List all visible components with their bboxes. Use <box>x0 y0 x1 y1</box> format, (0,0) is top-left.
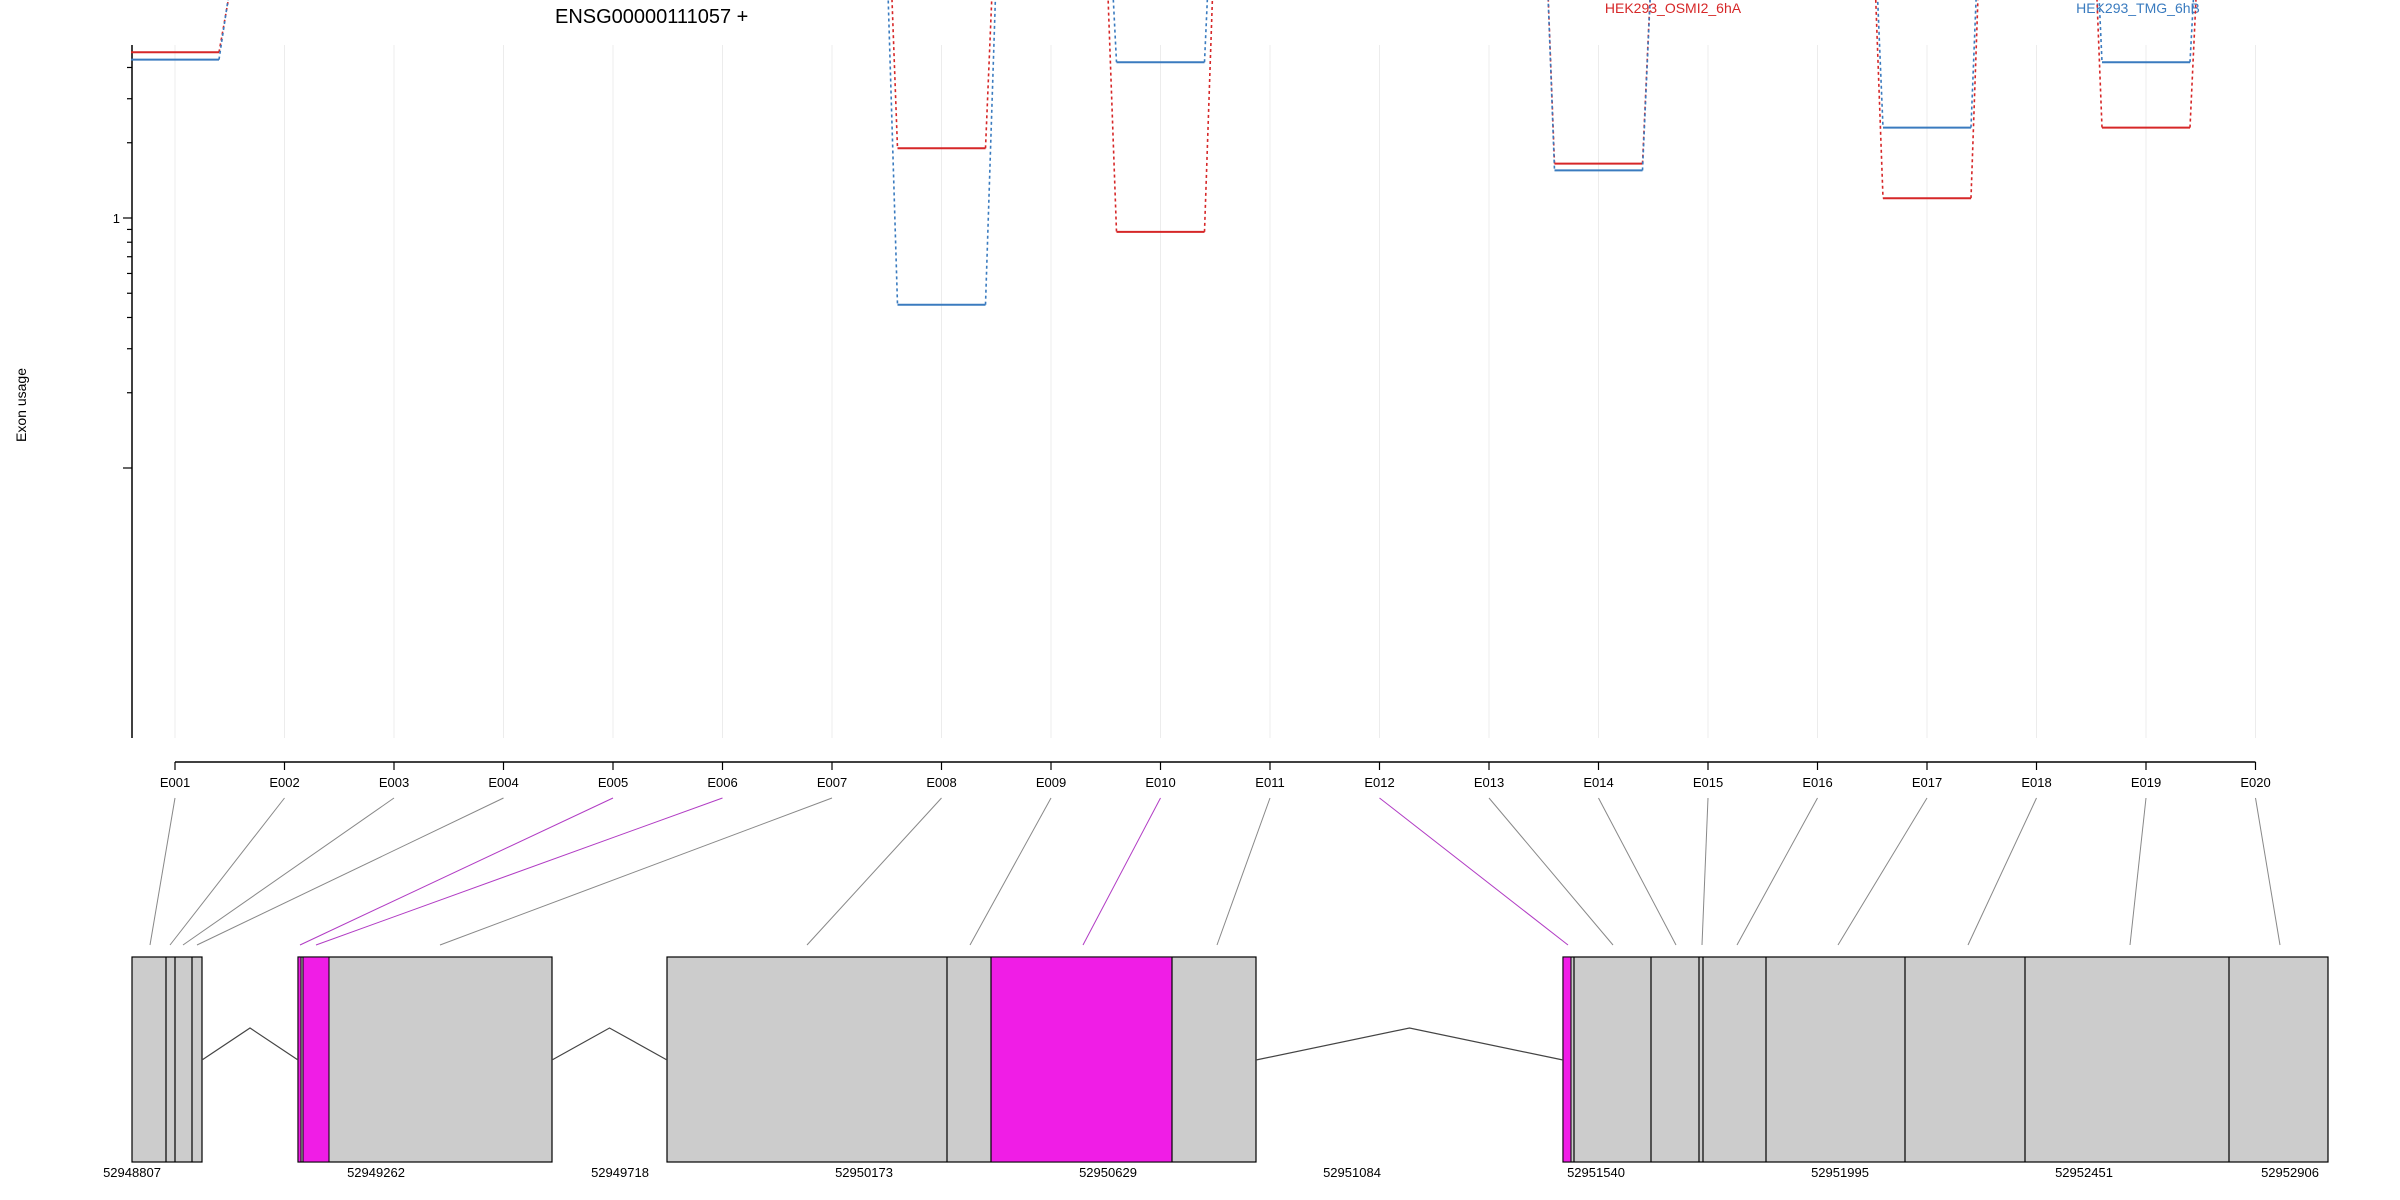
x-tick-label: E018 <box>2021 775 2051 790</box>
data-connector <box>1970 0 1979 199</box>
x-tick-label: E016 <box>1802 775 1832 790</box>
legend-series-osmi2: HEK293_OSMI2_6hA <box>1605 0 1742 16</box>
exon-block <box>1562 956 2329 1163</box>
data-connector <box>984 0 997 305</box>
x-tick-label: E020 <box>2240 775 2270 790</box>
grid-lines <box>174 45 2256 738</box>
exon-connector <box>2129 797 2147 946</box>
intron-line <box>201 1027 299 1061</box>
x-tick-label: E009 <box>1036 775 1066 790</box>
chart-title: ENSG00000111057 + <box>555 6 748 28</box>
exon-connector <box>1488 797 1614 946</box>
y-axis: 110100 <box>113 45 133 738</box>
exon-connector <box>315 797 723 946</box>
exon-block <box>131 956 203 1163</box>
y-axis-label: Exon usage <box>13 368 29 442</box>
coordinate-label: 52949262 <box>347 1165 405 1180</box>
exon-block <box>297 956 553 1163</box>
data-connector <box>887 0 899 305</box>
y-tick-label: 1 <box>113 211 120 226</box>
exon-connector <box>1216 797 1271 946</box>
coordinate-label: 52952906 <box>2261 1165 2319 1180</box>
coordinate-label: 52952451 <box>2055 1165 2113 1180</box>
gene-model <box>131 956 2329 1163</box>
data-connector <box>1641 0 1651 164</box>
data-connector <box>984 0 993 149</box>
x-tick-label: E011 <box>1255 775 1284 790</box>
legend-series-tmg: HEK293_TMG_6hB <box>2076 0 2200 16</box>
x-tick-label: E017 <box>1912 775 1942 790</box>
exon-connector <box>969 797 1052 946</box>
data-connector <box>1874 0 1884 199</box>
exon-connector <box>149 797 176 946</box>
intron-line <box>1255 1027 1564 1061</box>
genomic-coordinates: 52948807 52949262 52949718 52950173 52950629… <box>103 1165 2319 1180</box>
exon-connector <box>169 797 285 946</box>
x-tick-label: E007 <box>817 775 847 790</box>
exon-connector <box>299 797 614 946</box>
coordinate-label: 52949718 <box>591 1165 649 1180</box>
exon-connector <box>196 797 504 946</box>
data-connector <box>2189 0 2197 128</box>
data-connector <box>1641 0 1651 171</box>
series-lines <box>131 0 2197 306</box>
data-connector <box>1107 0 1118 232</box>
data-connector <box>218 0 229 60</box>
coordinate-label: 52951540 <box>1567 1165 1625 1180</box>
exon-connector <box>2255 797 2281 946</box>
series-1 <box>131 0 2195 306</box>
x-tick-label: E008 <box>926 775 956 790</box>
exon-connector <box>1598 797 1677 946</box>
coordinate-label: 52951995 <box>1811 1165 1869 1180</box>
x-tick-label: E004 <box>488 775 518 790</box>
intron-line <box>551 1027 668 1061</box>
highlighted-exon <box>1562 956 1572 1163</box>
data-connector <box>1970 0 1977 128</box>
x-tick-label: E001 <box>160 775 190 790</box>
data-connector <box>1112 0 1118 63</box>
data-connector <box>1203 0 1214 232</box>
exon-connector <box>1701 797 1709 946</box>
exon-connector <box>182 797 395 946</box>
x-tick-label: E010 <box>1145 775 1175 790</box>
x-tick-label: E013 <box>1474 775 1504 790</box>
exon-connector <box>1837 797 1928 946</box>
x-tick-label: E012 <box>1364 775 1394 790</box>
coordinate-label: 52948807 <box>103 1165 161 1180</box>
exon-connector <box>1736 797 1818 946</box>
data-connector <box>891 0 899 149</box>
exon-connector <box>806 797 942 946</box>
highlighted-exon <box>990 956 1173 1163</box>
coordinate-label: 52950629 <box>1079 1165 1137 1180</box>
exon-connector <box>1379 797 1569 946</box>
data-connector <box>2096 0 2103 128</box>
x-tick-label: E002 <box>269 775 299 790</box>
x-tick-label: E014 <box>1583 775 1613 790</box>
x-tick-label: E006 <box>707 775 737 790</box>
data-connector <box>1203 0 1209 63</box>
coordinate-label: 52951084 <box>1323 1165 1381 1180</box>
x-tick-label: E003 <box>379 775 409 790</box>
x-axis: E001 E002 E003 E004 E005 E006 E007 E008 E009 E010… <box>160 761 2271 790</box>
exon-connector <box>1082 797 1161 946</box>
exon-connector <box>439 797 833 946</box>
highlighted-exon <box>302 956 330 1163</box>
coordinate-label: 52950173 <box>835 1165 893 1180</box>
exon-connector <box>1967 797 2037 946</box>
x-tick-label: E015 <box>1693 775 1723 790</box>
x-tick-label: E019 <box>2131 775 2161 790</box>
exon-connectors <box>149 797 2281 946</box>
x-tick-label: E005 <box>598 775 628 790</box>
highlighted-exon <box>297 956 302 1163</box>
data-connector <box>218 0 230 53</box>
